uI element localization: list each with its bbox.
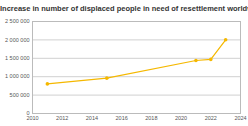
svg-text:0: 0 — [26, 110, 30, 117]
svg-text:2010: 2010 — [26, 115, 38, 121]
svg-text:2022: 2022 — [205, 115, 217, 121]
svg-text:2014: 2014 — [86, 115, 98, 121]
svg-text:2012: 2012 — [56, 115, 68, 121]
svg-text:2016: 2016 — [116, 115, 128, 121]
svg-text:2018: 2018 — [145, 115, 157, 121]
svg-text:2 000 000: 2 000 000 — [5, 37, 29, 43]
svg-text:2020: 2020 — [175, 115, 187, 121]
svg-text:500 000: 500 000 — [10, 92, 30, 98]
svg-text:2024: 2024 — [234, 115, 246, 121]
svg-text:2 500 000: 2 500 000 — [5, 18, 29, 24]
svg-text:1 500 000: 1 500 000 — [5, 55, 29, 61]
svg-text:1 000 000: 1 000 000 — [5, 73, 29, 79]
